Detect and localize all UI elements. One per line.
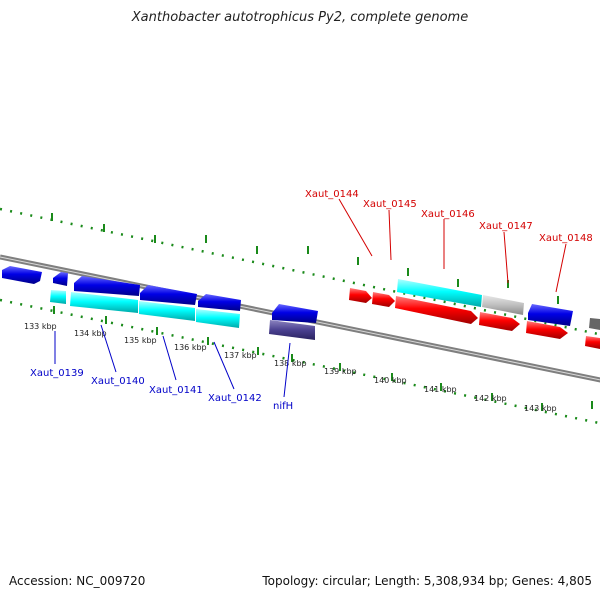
gene-feature[interactable] <box>196 309 240 328</box>
cds-reverse[interactable] <box>53 272 68 286</box>
tick-label: 142 kbp <box>474 394 507 403</box>
gene-label[interactable]: Xaut_0142 <box>208 393 262 404</box>
reverse-cds-track <box>2 266 573 326</box>
tick-label: 134 kbp <box>74 329 107 338</box>
cds-reverse[interactable] <box>140 285 197 305</box>
gene-label[interactable]: Xaut_0140 <box>91 376 145 387</box>
tick-label: 138 kbp <box>274 359 307 368</box>
cds-reverse[interactable] <box>272 304 318 323</box>
cds-forward[interactable] <box>395 296 478 324</box>
genome-summary-text: Topology: circular; Length: 5,308,934 bp… <box>262 574 592 588</box>
cds-forward[interactable] <box>585 336 600 349</box>
cds-reverse[interactable] <box>198 294 241 311</box>
accession-text: Accession: NC_009720 <box>9 574 146 588</box>
gene-label[interactable]: Xaut_0147 <box>479 221 533 232</box>
tick-label: 141 kbp <box>424 385 457 394</box>
cds-forward[interactable] <box>372 292 395 307</box>
forward-cds-track <box>349 279 600 349</box>
tick-label: 133 kbp <box>24 322 57 331</box>
cds-forward[interactable] <box>349 288 372 303</box>
cds-reverse[interactable] <box>528 304 573 326</box>
outer-major-ticks <box>51 213 559 304</box>
tick-label: 143 kbp <box>524 404 557 413</box>
tick-label: 136 kbp <box>174 343 207 352</box>
pseudo-feature[interactable] <box>482 295 524 315</box>
outer-tick-track <box>0 207 600 338</box>
tick-label: 139 kbp <box>324 367 357 376</box>
reverse-gene-labels: Xaut_0139 Xaut_0140 Xaut_0141 Xaut_0142 … <box>30 324 293 412</box>
tick-label: 140 kbp <box>374 376 407 385</box>
gene-feature[interactable] <box>70 292 138 313</box>
cds-other[interactable] <box>589 318 600 330</box>
gene-feature[interactable] <box>50 290 66 304</box>
tick-label: 137 kbp <box>224 351 257 360</box>
gene-label[interactable]: Xaut_0146 <box>421 209 475 220</box>
forward-gene-labels: Xaut_0144 Xaut_0145 Xaut_0146 Xaut_0147 … <box>305 189 593 293</box>
inner-tick-track <box>0 298 600 426</box>
cds-reverse[interactable] <box>74 276 140 296</box>
gene-label[interactable]: Xaut_0145 <box>363 199 417 210</box>
gene-label[interactable]: Xaut_0139 <box>30 368 84 379</box>
gene-feature[interactable] <box>139 301 195 321</box>
gene-label[interactable]: nifH <box>273 401 293 412</box>
tick-labels: 133 kbp 134 kbp 135 kbp 136 kbp 137 kbp … <box>24 322 557 413</box>
gene-feature[interactable] <box>397 279 482 307</box>
gene-track-left <box>50 290 315 340</box>
cds-forward[interactable] <box>479 312 520 331</box>
gene-label[interactable]: Xaut_0141 <box>149 385 203 396</box>
cds-forward[interactable] <box>526 321 568 339</box>
gene-label[interactable]: Xaut_0144 <box>305 189 359 200</box>
nifH-feature[interactable] <box>269 320 315 340</box>
gene-label[interactable]: Xaut_0148 <box>539 233 593 244</box>
tick-label: 135 kbp <box>124 336 157 345</box>
cds-reverse[interactable] <box>2 266 42 284</box>
inner-major-ticks <box>53 306 593 411</box>
map-title: Xanthobacter autotrophicus Py2, complete… <box>131 10 469 25</box>
